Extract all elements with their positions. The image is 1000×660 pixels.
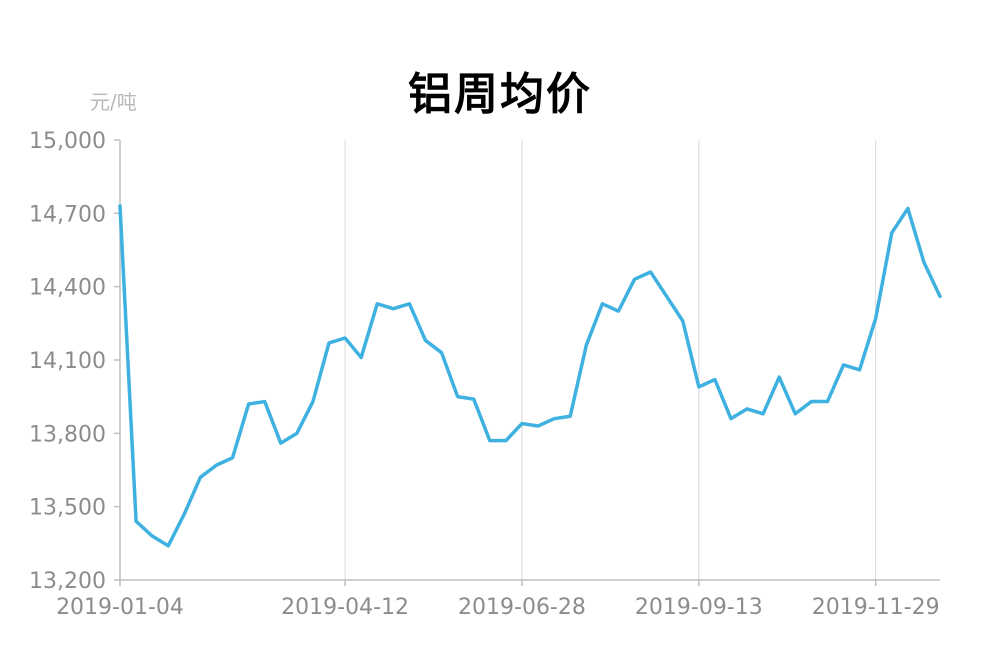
data-point bbox=[263, 400, 267, 404]
data-point bbox=[198, 475, 202, 479]
data-point bbox=[649, 270, 653, 274]
x-tick-label: 2019-06-28 bbox=[458, 595, 586, 620]
data-point bbox=[665, 294, 669, 298]
data-point bbox=[456, 395, 460, 399]
data-point bbox=[809, 400, 813, 404]
data-point bbox=[440, 351, 444, 355]
data-point bbox=[150, 534, 154, 538]
data-point bbox=[520, 422, 524, 426]
data-point bbox=[423, 338, 427, 342]
x-tick-label: 2019-04-12 bbox=[281, 595, 409, 620]
data-point bbox=[890, 231, 894, 235]
y-axis-unit-label: 元/吨 bbox=[90, 90, 137, 114]
x-tick-label: 2019-11-29 bbox=[812, 595, 940, 620]
data-point bbox=[488, 439, 492, 443]
y-tick-label: 13,500 bbox=[29, 496, 106, 521]
data-point bbox=[472, 397, 476, 401]
data-point bbox=[825, 400, 829, 404]
data-point bbox=[295, 431, 299, 435]
y-tick-label: 14,700 bbox=[29, 202, 106, 227]
y-tick-label: 14,100 bbox=[29, 349, 106, 374]
data-point bbox=[793, 412, 797, 416]
y-tick-label: 14,400 bbox=[29, 276, 106, 301]
data-point bbox=[745, 407, 749, 411]
data-point bbox=[681, 319, 685, 323]
data-point bbox=[214, 463, 218, 467]
data-point bbox=[874, 316, 878, 320]
data-point bbox=[166, 544, 170, 548]
data-point bbox=[938, 294, 942, 298]
y-tick-label: 15,000 bbox=[29, 129, 106, 154]
y-tick-label: 13,200 bbox=[29, 569, 106, 594]
data-point bbox=[504, 439, 508, 443]
data-point bbox=[279, 441, 283, 445]
x-tick-label: 2019-09-13 bbox=[635, 595, 763, 620]
y-tick-label: 13,800 bbox=[29, 422, 106, 447]
data-point bbox=[118, 204, 122, 208]
data-point bbox=[552, 417, 556, 421]
data-point bbox=[922, 260, 926, 264]
data-point bbox=[311, 400, 315, 404]
data-point bbox=[633, 277, 637, 281]
data-point bbox=[697, 385, 701, 389]
data-point bbox=[231, 456, 235, 460]
data-point bbox=[247, 402, 251, 406]
data-point bbox=[777, 375, 781, 379]
data-point bbox=[568, 414, 572, 418]
data-point bbox=[134, 519, 138, 523]
data-point bbox=[359, 356, 363, 360]
data-point bbox=[713, 378, 717, 382]
data-point bbox=[584, 343, 588, 347]
data-point bbox=[600, 302, 604, 306]
data-point bbox=[375, 302, 379, 306]
data-point bbox=[327, 341, 331, 345]
chart-title: 铝周均价 bbox=[408, 69, 592, 120]
data-point bbox=[182, 512, 186, 516]
data-point bbox=[616, 309, 620, 313]
data-point bbox=[906, 206, 910, 210]
data-point bbox=[391, 307, 395, 311]
data-point bbox=[842, 363, 846, 367]
data-point bbox=[407, 302, 411, 306]
data-point bbox=[536, 424, 540, 428]
data-point bbox=[858, 368, 862, 372]
x-tick-label: 2019-01-04 bbox=[56, 595, 184, 620]
data-point bbox=[343, 336, 347, 340]
data-point bbox=[761, 412, 765, 416]
data-point bbox=[729, 417, 733, 421]
series-line bbox=[118, 204, 942, 548]
